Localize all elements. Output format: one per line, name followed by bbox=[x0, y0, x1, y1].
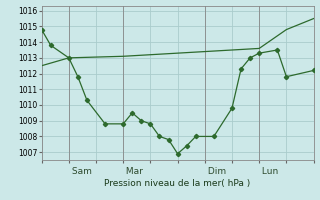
Text: Dim: Dim bbox=[205, 167, 226, 176]
Text: Mar: Mar bbox=[123, 167, 143, 176]
Text: Sam: Sam bbox=[69, 167, 92, 176]
Text: Lun: Lun bbox=[259, 167, 278, 176]
X-axis label: Pression niveau de la mer( hPa ): Pression niveau de la mer( hPa ) bbox=[104, 179, 251, 188]
